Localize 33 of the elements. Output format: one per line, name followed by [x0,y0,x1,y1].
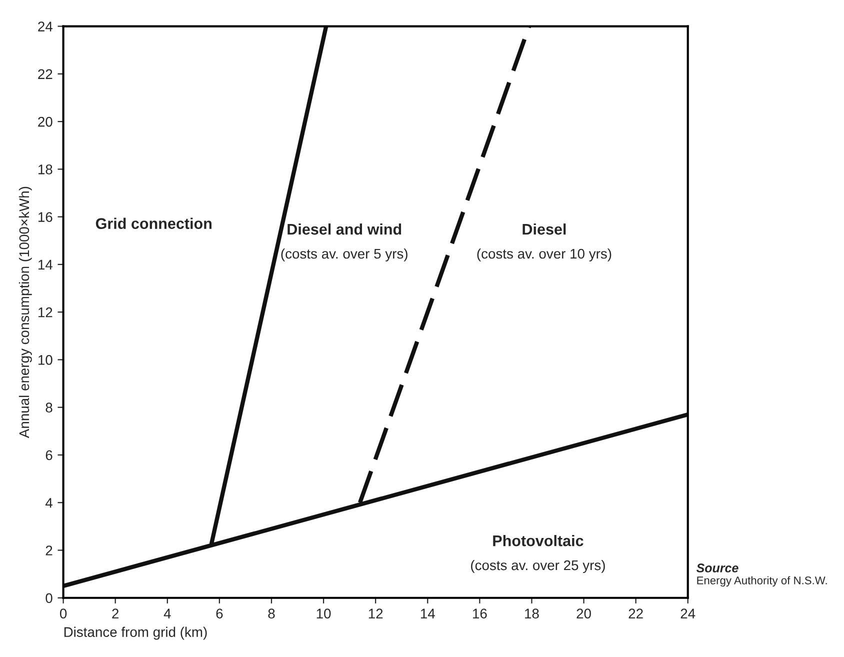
x-tick-label: 18 [525,608,539,618]
y-tick-label: 2 [46,546,52,556]
x-tick-label: 24 [680,608,696,618]
y-tick-label: 22 [38,69,52,79]
y-tick-label: 0 [46,593,52,604]
y-tick-label: 12 [38,307,52,318]
x-tick-label: 4 [164,608,171,618]
y-tick-label: 18 [38,164,52,174]
x-tick-label: 12 [368,608,383,618]
annotation: Grid connection [96,218,212,229]
x-tick-label: 22 [628,608,643,618]
x-tick-label: 16 [473,608,487,618]
y-tick-label: 14 [38,260,52,270]
y-tick-label: 24 [38,22,52,32]
x-tick-label: 6 [216,608,223,618]
y-tick-label: 4 [45,498,52,508]
annotation: Diesel and wind (costs av. over 5 yrs) [281,223,408,262]
x-tick-label: 0 [60,608,67,618]
x-axis-title: Distance from grid (km) [64,626,207,640]
y-tick-label: 8 [46,402,52,413]
y-tick-label: 6 [46,450,52,460]
annotation: Photovoltaic (costs av. over 25 yrs) [471,534,605,573]
annotation: Diesel (costs av. over 10 yrs) [477,223,612,262]
y-tick-label: 16 [38,212,52,222]
source-note: Source Energy Authority of N.S.W. [696,564,827,587]
x-tick-label: 20 [576,608,591,618]
x-tick-label: 10 [316,608,331,618]
y-axis-title: Annual energy consumption (1000×kWh) [18,186,32,438]
y-tick-label: 20 [38,116,52,127]
y-tick-label: 10 [38,355,52,365]
x-tick-label: 8 [268,608,275,618]
x-tick-label: 2 [112,608,119,618]
x-tick-label: 14 [420,608,435,618]
